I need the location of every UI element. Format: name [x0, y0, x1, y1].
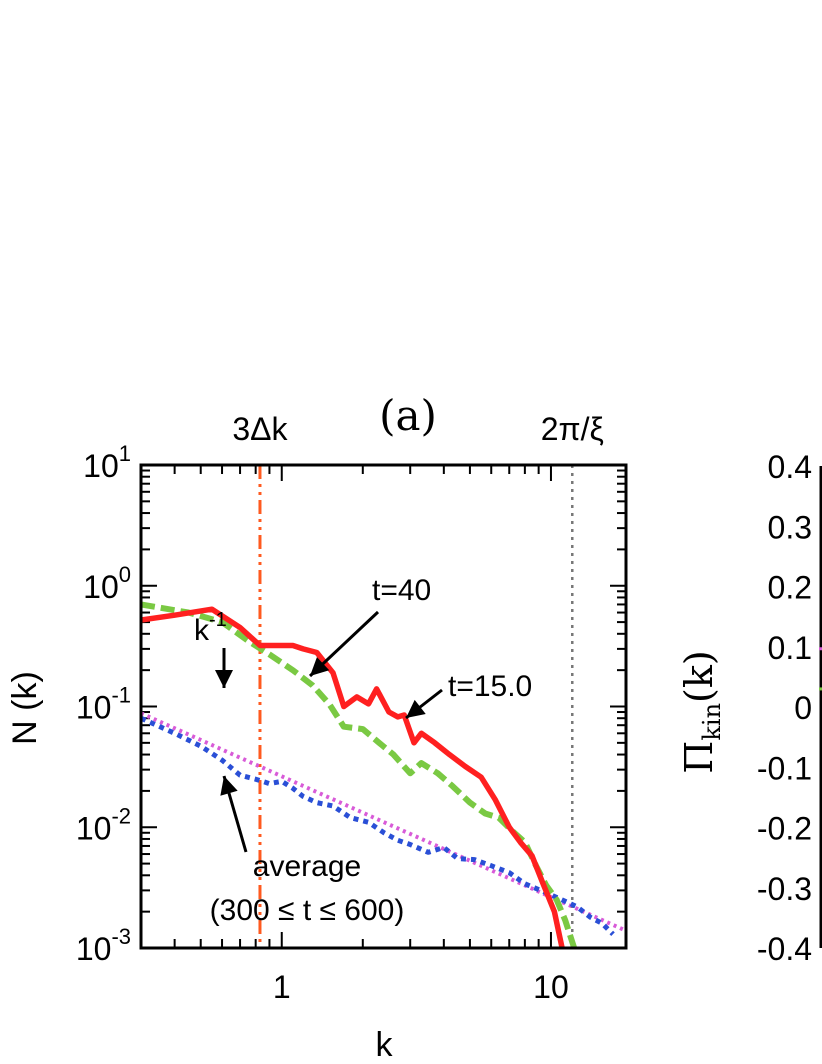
y-axis-label: N (k) — [6, 671, 44, 745]
panel-b-y-tick-label: -0.1 — [757, 750, 812, 786]
kminus1-label: k-1 — [194, 609, 227, 647]
y-tick-label: 101 — [83, 441, 131, 484]
panel-b-y-tick-label: -0.4 — [757, 931, 812, 967]
average-label-line2: (300 ≤ t ≤ 600) — [210, 894, 405, 927]
ylabel-b-sub: kin — [698, 703, 726, 741]
y-axis-label-b: Πkin(k) — [677, 650, 726, 774]
plot-area — [141, 465, 626, 948]
x-tick-label: 1 — [273, 969, 291, 1005]
arrow-t15-head — [406, 699, 426, 718]
average-label-line1: average — [253, 850, 361, 883]
x-axis-label: k — [376, 1026, 394, 1064]
series-t-15-0 — [141, 606, 565, 948]
panel-b: 0.4 0.3 0.2 0.1 0 -0.1 -0.2 -0.3 -0.4 Πkin(k) — [677, 449, 822, 967]
annotations: t=40 t=15.0 k-1 average (300 ≤ t ≤ 600) — [194, 574, 532, 927]
plot-frame — [139, 463, 628, 950]
arrow-t40-head — [310, 657, 330, 676]
panel-b-y-tick-label: 0.1 — [768, 630, 812, 666]
panel-b-y-tick-label: 0.3 — [768, 509, 812, 545]
panel-b-y-tick-label: 0 — [794, 690, 812, 726]
svg-text:Πkin(k): Πkin(k) — [677, 650, 726, 774]
top-labels: 3Δk 2π/ξ — [232, 411, 603, 447]
arrow-average-head — [220, 776, 238, 796]
top-label-2pi-xi: 2π/ξ — [541, 411, 604, 447]
axes-a: 1 10 101 100 10-1 10-2 10-3 t=40 t=15.0 k-1 averag… — [76, 441, 628, 1005]
panel-b-y-tick-label: 0.2 — [768, 570, 812, 606]
arrow-kminus1-head — [215, 670, 233, 688]
ylabel-b-main: Π — [677, 741, 721, 774]
t40-label: t=40 — [372, 574, 431, 607]
top-label-3dk: 3Δk — [232, 411, 288, 447]
x-tick-label: 10 — [533, 969, 569, 1005]
axes-b: 0.4 0.3 0.2 0.1 0 -0.1 -0.2 -0.3 -0.4 — [757, 449, 822, 967]
y-tick-label: 10-2 — [76, 803, 131, 846]
t15-label: t=15.0 — [448, 670, 532, 703]
y-tick-label: 100 — [83, 562, 131, 605]
y-tick-label: 10-1 — [76, 683, 131, 726]
series-t-40 — [141, 601, 578, 948]
y-tick-label: 10-3 — [76, 924, 131, 967]
ylabel-b-arg: (k) — [677, 650, 721, 703]
panel-b-y-tick-label: 0.4 — [768, 449, 812, 485]
panel-b-y-tick-label: -0.2 — [757, 811, 812, 847]
panel-a: (a) 3Δk 2π/ξ 1 10 101 100 10-1 10-2 10-3 t=40 t=1… — [6, 391, 628, 1064]
panel-label: (a) — [379, 391, 437, 440]
panel-b-y-tick-label: -0.3 — [757, 871, 812, 907]
